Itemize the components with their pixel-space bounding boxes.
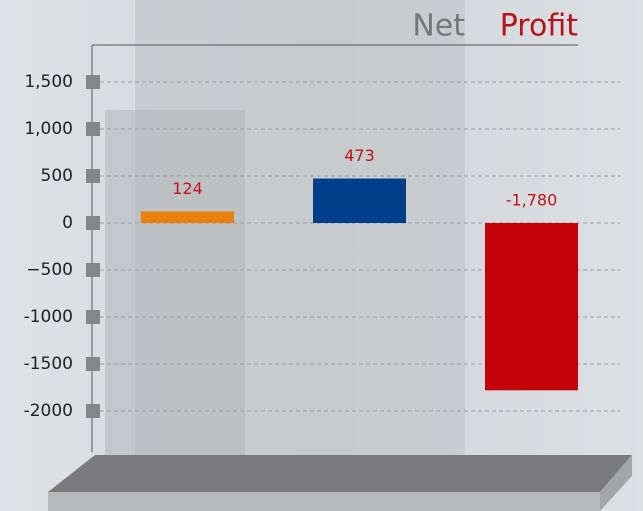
tick-mark	[86, 169, 100, 183]
y-tick-label: 1,000	[24, 119, 73, 139]
tick-mark	[86, 404, 100, 418]
y-tick-label: -2000	[24, 401, 73, 421]
bar	[313, 178, 406, 223]
tick-mark	[86, 216, 100, 230]
platform	[48, 492, 600, 511]
y-tick-label: −500	[26, 260, 73, 280]
y-tick-label: 0	[62, 213, 73, 233]
chart-title: Profit	[500, 9, 578, 44]
y-tick-label: 500	[41, 166, 73, 186]
bar	[141, 211, 234, 223]
value-label: 124	[172, 179, 203, 198]
tick-mark	[86, 310, 100, 324]
value-label: 473	[344, 146, 375, 165]
chart-title: Net	[412, 9, 465, 44]
value-label: -1,780	[506, 191, 558, 210]
tick-mark	[86, 122, 100, 136]
y-tick-label: -1500	[24, 354, 73, 374]
tick-mark	[86, 75, 100, 89]
background-photo	[105, 110, 245, 455]
platform	[48, 455, 632, 492]
tick-mark	[86, 357, 100, 371]
y-tick-label: -1000	[24, 307, 73, 327]
bar	[485, 223, 578, 391]
platform	[600, 455, 632, 511]
tick-mark	[86, 263, 100, 277]
y-tick-label: 1,500	[24, 72, 73, 92]
